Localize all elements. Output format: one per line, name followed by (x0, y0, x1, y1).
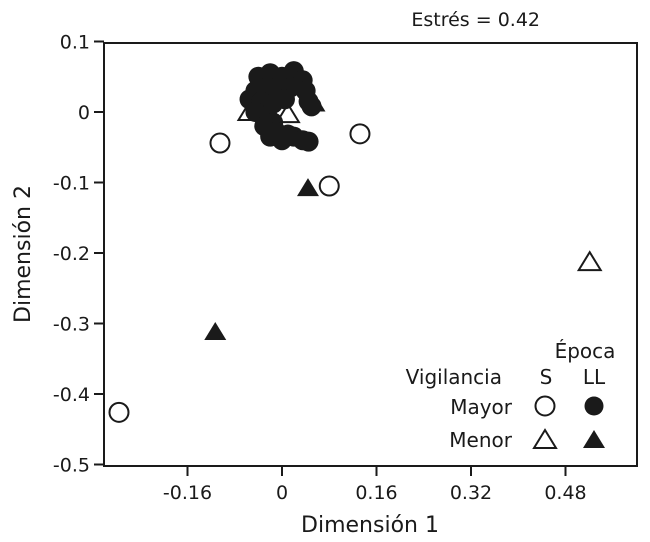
legend-title-vigilancia: Vigilancia (406, 365, 502, 389)
legend-col-ll: LL (583, 365, 606, 389)
legend: Época Vigilancia S LL Mayor Menor (406, 339, 616, 452)
y-tick-label: 0 (78, 102, 90, 124)
y-tick-label: -0.2 (53, 243, 90, 265)
open-circle-marker (108, 401, 130, 423)
open-circle-marker (209, 132, 231, 154)
y-tick-label: -0.1 (53, 173, 90, 195)
y-axis-label: Dimensión 2 (11, 185, 36, 323)
legend-row-mayor: Mayor (450, 395, 513, 419)
filled-triangle-icon (583, 430, 605, 448)
x-axis-ticks: -0.16 0 0.16 0.32 0.48 (163, 466, 587, 504)
x-axis-label: Dimensión 1 (301, 513, 439, 538)
y-tick-label: -0.4 (53, 384, 90, 406)
legend-title-epoca: Época (555, 339, 616, 363)
y-tick-label: -0.3 (53, 314, 90, 336)
open-triangle-marker (576, 250, 603, 272)
plot-frame (103, 42, 638, 467)
y-tick-label: -0.5 (53, 455, 90, 477)
y-axis-ticks: 0.1 0 -0.1 -0.2 -0.3 -0.4 -0.5 (53, 32, 104, 477)
y-tick-label: 0.1 (60, 32, 90, 54)
x-tick-label: -0.16 (163, 482, 212, 504)
x-tick-label: 0.48 (544, 482, 586, 504)
stress-annotation: Estrés = 0.42 (411, 9, 540, 31)
x-tick-label: 0 (276, 482, 288, 504)
open-circle-icon (534, 395, 556, 417)
x-tick-label: 0.16 (355, 482, 397, 504)
open-triangle-marker (275, 102, 301, 124)
filled-circle-marker (274, 89, 295, 110)
legend-col-s: S (540, 365, 553, 389)
plot-area (108, 61, 603, 423)
x-tick-label: 0.32 (450, 482, 492, 504)
open-circle-marker (318, 175, 340, 197)
filled-circle-icon (584, 396, 604, 416)
legend-row-menor: Menor (449, 428, 512, 452)
filled-triangle-marker (204, 321, 227, 340)
filled-circle-marker (301, 96, 322, 117)
open-triangle-icon (532, 428, 558, 449)
open-circle-marker (349, 123, 371, 145)
filled-triangle-marker (296, 178, 319, 197)
filled-circle-marker (298, 131, 319, 152)
filled-circle-marker (277, 124, 298, 145)
